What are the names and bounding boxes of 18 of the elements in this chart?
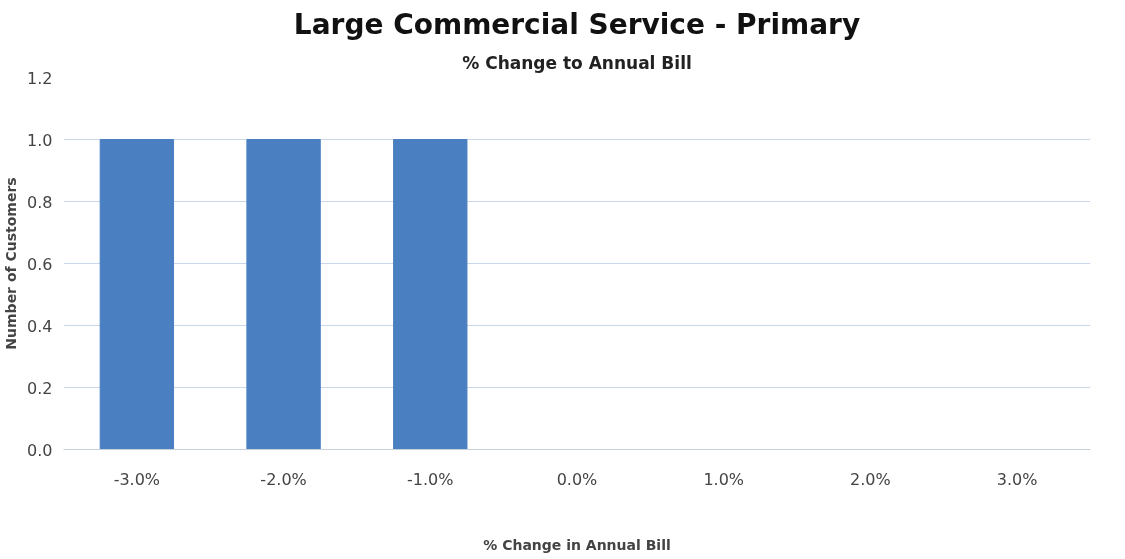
chart-title: Large Commercial Service - Primary [293,7,861,41]
x-tick-label: 0.0% [556,469,598,489]
x-tick-label: 2.0% [850,469,891,489]
y-tick-label: 0.0 [27,440,53,460]
y-tick-label: 0.6 [27,254,53,274]
x-tick-label: -1.0% [407,469,454,489]
y-tick-label: 0.2 [27,378,53,398]
y-axis-title: Number of Customers [3,177,20,350]
chart-subtitle: % Change to Annual Bill [462,52,692,73]
x-tick-label: -3.0% [113,469,161,489]
x-tick-label: 1.0% [703,469,745,489]
x-axis-title: % Change in Annual Bill [483,536,671,553]
x-tick-label: -2.0% [260,469,307,489]
x-tick-label: 3.0% [996,469,1038,489]
y-tick-label: 0.8 [27,192,53,212]
y-tick-label: 1.0 [27,130,53,150]
y-tick-label: 1.2 [27,68,53,88]
y-tick-label: 0.4 [27,316,53,336]
